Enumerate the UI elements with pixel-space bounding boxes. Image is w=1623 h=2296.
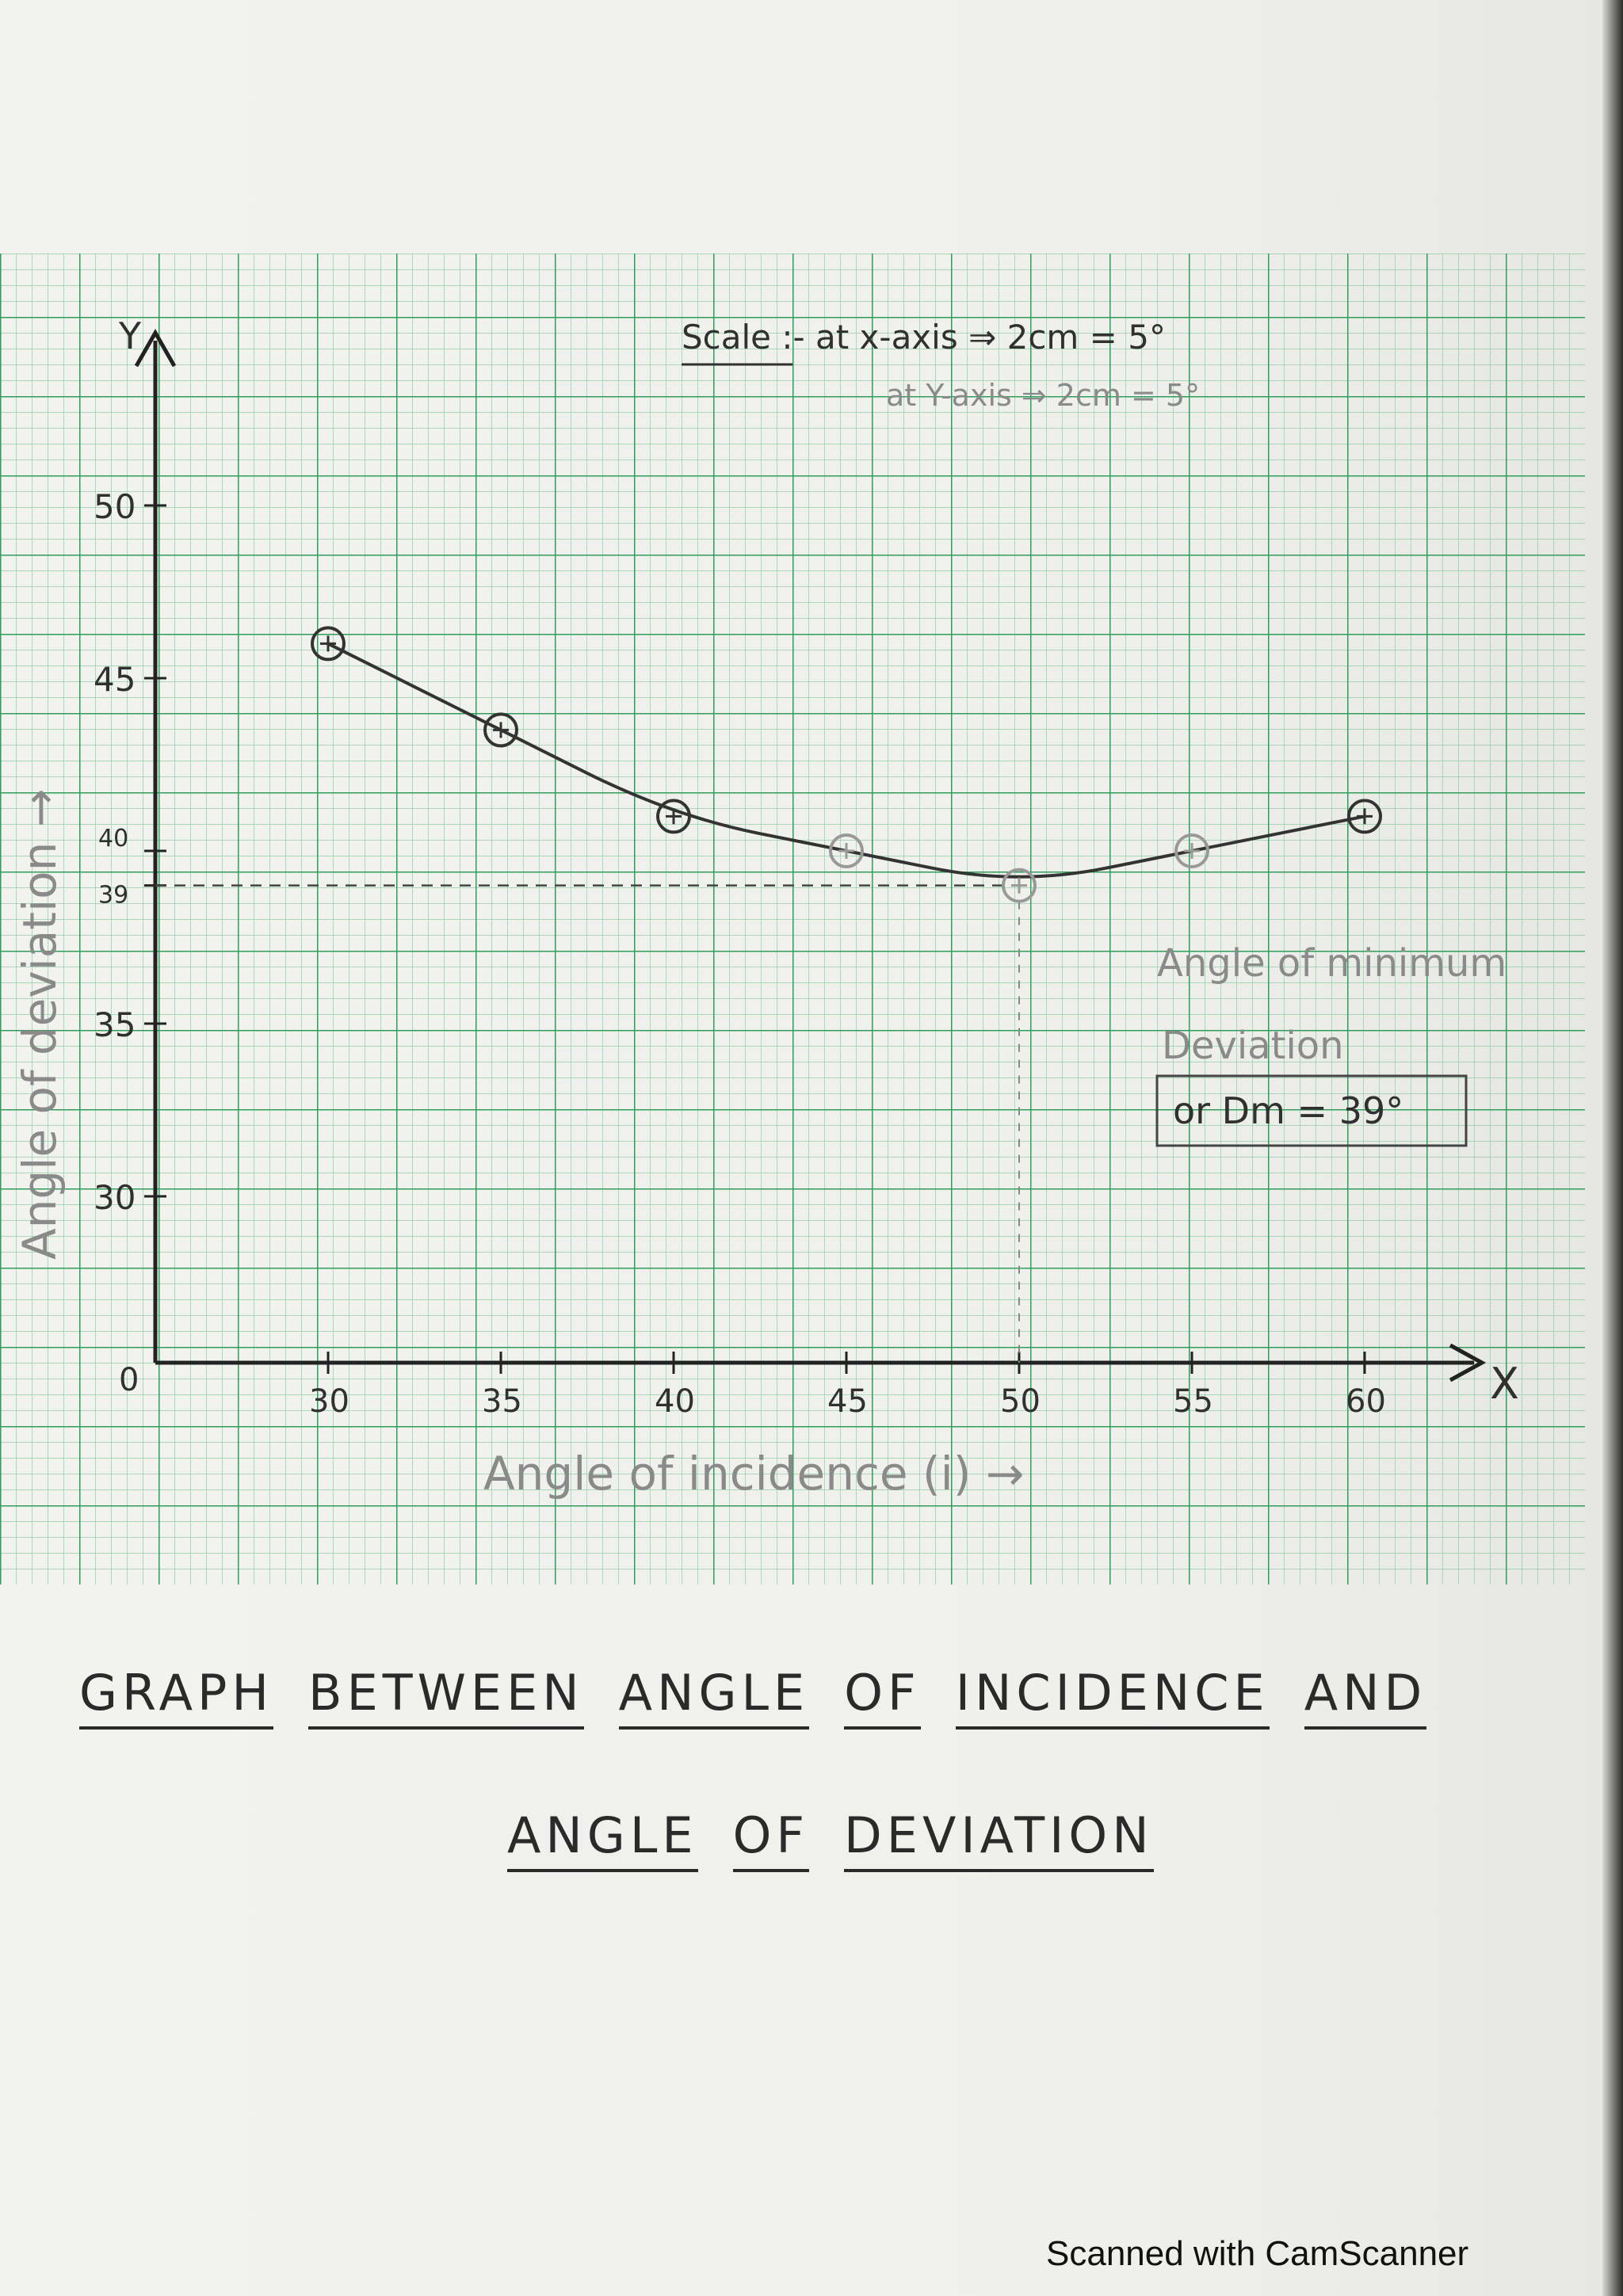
caption-word: OF [732, 1806, 810, 1872]
x-tick-label: 55 [1173, 1383, 1213, 1420]
caption-word: OF [844, 1664, 921, 1730]
caption-word: DEVIATION [844, 1806, 1154, 1872]
data-point [829, 833, 864, 868]
caption-word: INCIDENCE [955, 1664, 1270, 1730]
data-point-cross-icon [838, 843, 854, 859]
data-point-cross-icon [1011, 877, 1027, 894]
caption-word: ANGLE [618, 1664, 810, 1730]
caption-word: AND [1304, 1664, 1427, 1730]
x-tick-label: 35 [482, 1383, 522, 1420]
x-tick-label: 30 [309, 1383, 349, 1420]
data-point-cross-icon [1357, 808, 1373, 825]
y-axis-arrow-icon [134, 328, 177, 368]
annotation-line2: Deviation [1162, 1024, 1344, 1068]
caption-line-1: GRAPH BETWEEN ANGLE OF INCIDENCE AND [79, 1664, 1461, 1730]
data-point-cross-icon [666, 808, 682, 825]
y-tick-label: 39 [98, 882, 128, 910]
y-tick-label: 40 [98, 825, 128, 852]
scanner-watermark: Scanned with CamScanner [1046, 2234, 1469, 2273]
y-tick-label: 50 [94, 487, 136, 526]
caption-word: BETWEEN [308, 1664, 584, 1730]
data-point-cross-icon [1184, 843, 1200, 859]
caption-word: ANGLE [507, 1806, 698, 1872]
origin-label: 0 [119, 1362, 139, 1398]
annotation-line1: Angle of minimum [1157, 941, 1507, 986]
caption-word: GRAPH [79, 1664, 274, 1730]
data-point [1347, 799, 1382, 834]
scale-note-line2: at Y-axis ⇒ 2cm = 5° [886, 378, 1200, 413]
data-point [656, 799, 691, 834]
scale-note-line1: Scale :- at x-axis ⇒ 2cm = 5° [682, 318, 1166, 357]
data-point-cross-icon [320, 635, 336, 652]
caption-line-2: ANGLE OF DEVIATION [507, 1806, 1189, 1872]
deviation-graph: Y X 0 Scale :- at x-axis ⇒ 2cm = 5° at Y… [0, 254, 1585, 1585]
x-axis-arrow-icon [1449, 1343, 1487, 1383]
x-tick-label: 60 [1346, 1383, 1386, 1420]
data-point [1174, 833, 1209, 868]
x-axis-letter: X [1490, 1359, 1519, 1409]
data-point [311, 626, 346, 662]
y-tick-label: 45 [94, 660, 136, 699]
x-tick-label: 45 [827, 1383, 868, 1420]
x-tick-label: 40 [655, 1383, 695, 1420]
x-axis-label: Angle of incidence (i) → [483, 1447, 1024, 1501]
y-axis-letter: Y [118, 315, 142, 357]
y-axis-label: Angle of deviation → [13, 789, 67, 1260]
page-edge [1602, 0, 1623, 2296]
y-tick-label: 30 [94, 1178, 136, 1217]
y-tick-label: 35 [94, 1005, 136, 1044]
x-tick-label: 50 [1000, 1383, 1041, 1420]
data-point-cross-icon [493, 722, 509, 738]
deviation-curve [327, 642, 1365, 879]
annotation-value: or Dm = 39° [1173, 1089, 1403, 1132]
annotation-box [1155, 1074, 1468, 1147]
data-point [483, 712, 518, 748]
data-point [1002, 868, 1037, 903]
